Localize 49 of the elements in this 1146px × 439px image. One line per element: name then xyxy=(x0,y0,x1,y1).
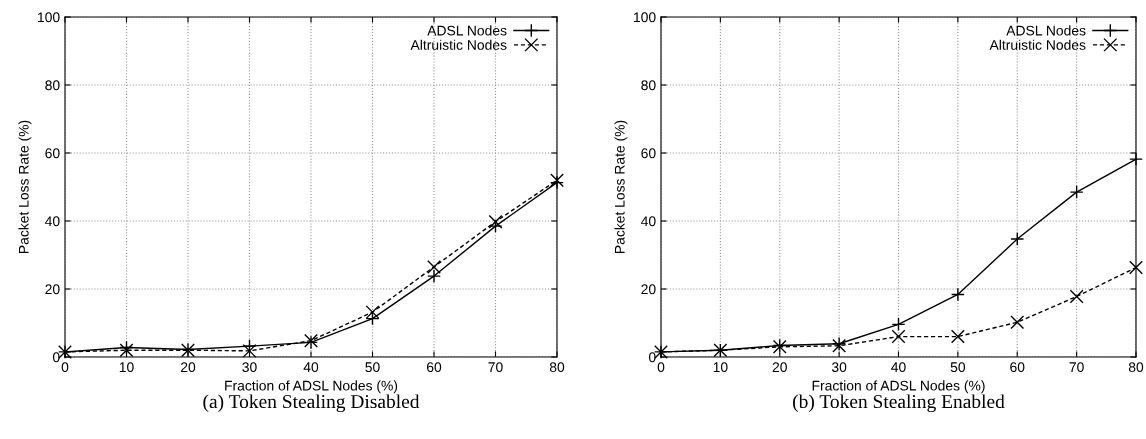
x-tick-label: 40 xyxy=(891,362,906,373)
y-axis-title: Packet Loss Rate (%) xyxy=(18,120,32,254)
point xyxy=(950,329,965,344)
x-tick-label: 60 xyxy=(1010,362,1025,373)
y-tick-label: 0 xyxy=(648,352,656,363)
x-tick-label: 50 xyxy=(365,362,380,373)
y-tick-label: 60 xyxy=(45,148,60,159)
x-tick-label: 30 xyxy=(831,362,847,373)
point xyxy=(242,343,257,358)
legend-label: Altruistic Nodes xyxy=(410,39,507,50)
y-tick-label: 20 xyxy=(45,284,60,295)
x-axis-title: Fraction of ADSL Nodes (%) xyxy=(812,380,985,394)
x-tick-label: 10 xyxy=(713,362,728,373)
legend-label: ADSL Nodes xyxy=(1006,25,1086,36)
point xyxy=(1069,185,1084,200)
x-tick-label: 0 xyxy=(657,362,665,373)
x-axis-title: Fraction of ADSL Nodes (%) xyxy=(225,380,398,394)
y-tick-label: 80 xyxy=(641,80,656,91)
x-tick-label: 20 xyxy=(772,362,787,373)
x-tick-label: 70 xyxy=(1069,362,1084,373)
y-tick-label: 40 xyxy=(641,216,656,227)
y-tick-label: 60 xyxy=(641,148,656,159)
x-tick-label: 80 xyxy=(1128,362,1144,373)
point xyxy=(950,287,965,302)
x-tick-label: 10 xyxy=(119,362,134,373)
x-tick-label: 20 xyxy=(180,362,196,373)
legend-label: Altruistic Nodes xyxy=(989,39,1086,50)
x-tick-label: 70 xyxy=(488,362,503,373)
y-tick-label: 100 xyxy=(634,12,656,23)
x-tick-label: 40 xyxy=(303,362,319,373)
x-tick-label: 0 xyxy=(61,362,69,373)
point xyxy=(1010,315,1025,330)
y-tick-label: 100 xyxy=(38,12,60,23)
y-axis-title: Packet Loss Rate (%) xyxy=(614,120,628,254)
x-tick-label: 60 xyxy=(426,362,442,373)
x-tick-label: 50 xyxy=(950,362,966,373)
point xyxy=(891,329,906,344)
legend-label: ADSL Nodes xyxy=(427,25,507,36)
y-tick-label: 40 xyxy=(45,216,60,227)
point xyxy=(1129,260,1143,275)
x-tick-label: 80 xyxy=(549,362,565,373)
text: (a) Token Stealing Disabled xyxy=(203,394,420,413)
y-tick-label: 20 xyxy=(641,284,656,295)
point xyxy=(891,317,906,332)
y-tick-label: 0 xyxy=(52,352,60,363)
point xyxy=(1069,289,1084,304)
text: (b) Token Stealing Enabled xyxy=(793,394,1005,413)
y-tick-label: 80 xyxy=(45,80,60,91)
x-tick-label: 30 xyxy=(242,362,257,373)
